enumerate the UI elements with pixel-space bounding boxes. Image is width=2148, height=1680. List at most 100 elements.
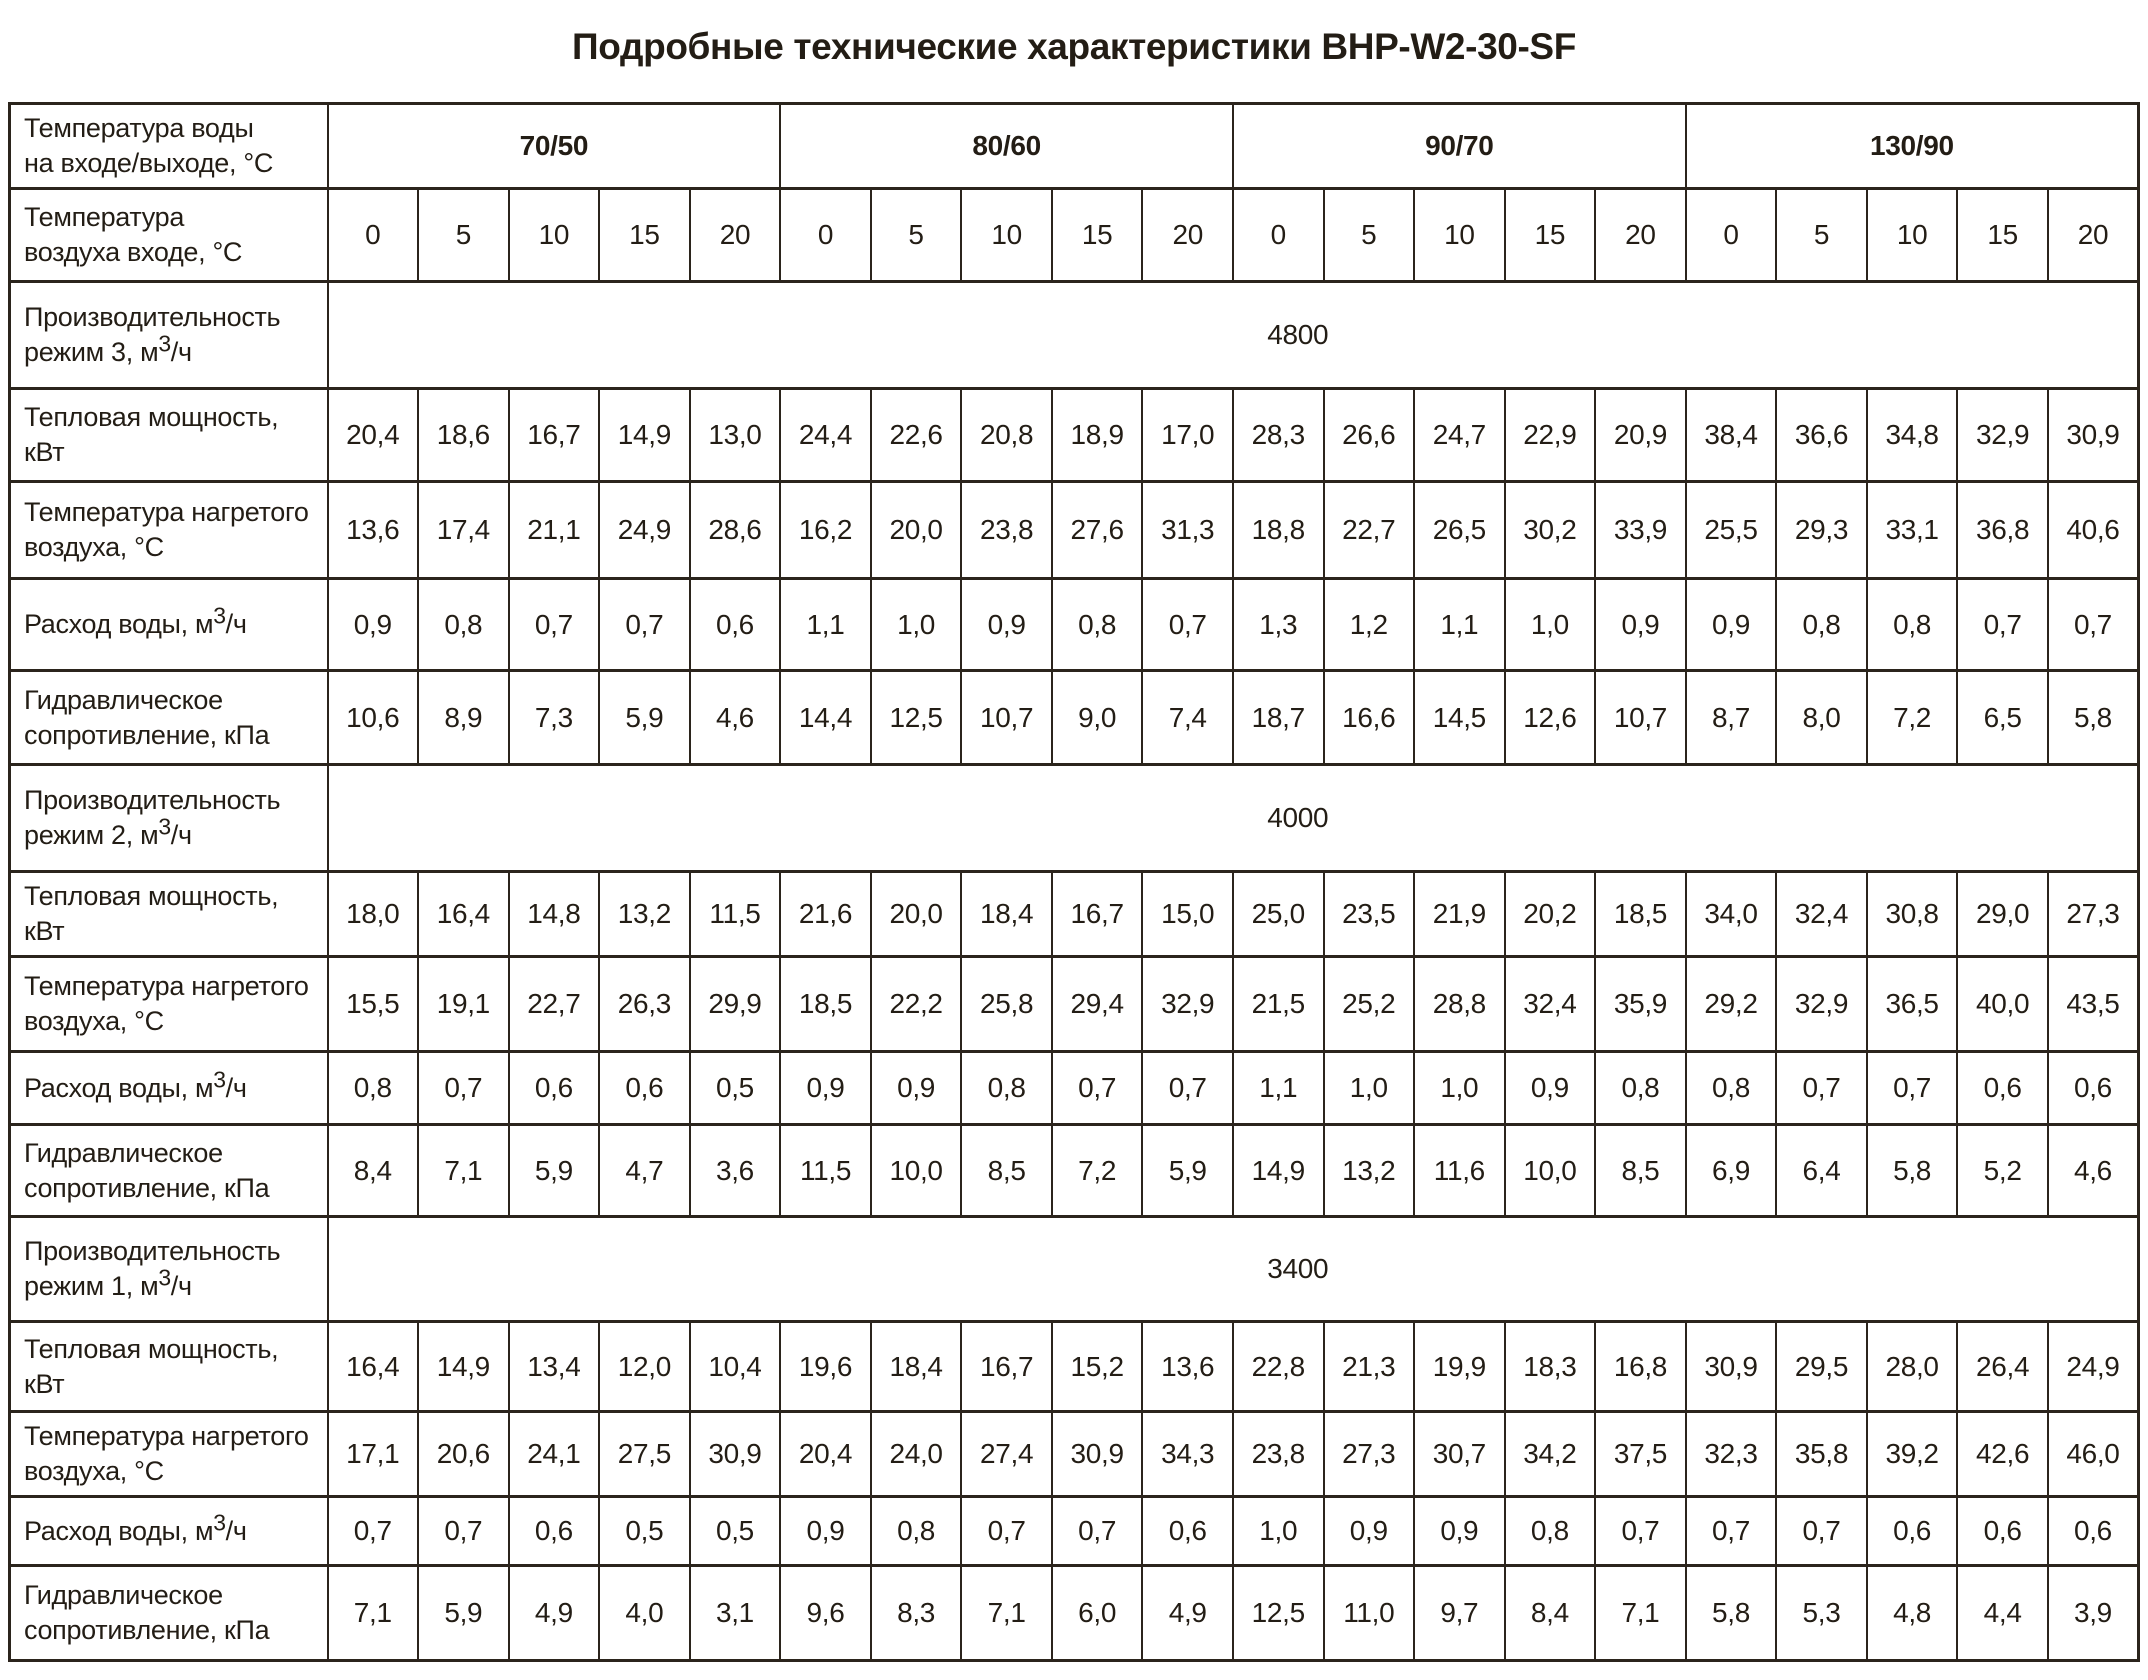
value-cell-heat-power: 30,8 [1865, 870, 1959, 958]
air-temp-header: 5 [1775, 187, 1868, 283]
value-cell-hydraulic: 3,1 [688, 1564, 782, 1662]
value-cell-heated-air: 40,0 [1956, 955, 2049, 1053]
value-cell-hydraulic: 6,9 [1684, 1123, 1778, 1218]
value-cell-water-flow: 0,6 [1956, 1495, 2049, 1567]
value-cell-heat-power: 16,8 [1594, 1320, 1687, 1413]
row-heat-power: Тепловая мощность, кВт 20,4 18,6 16,7 14,9 13… [8, 387, 2140, 483]
value-cell-water-flow: 0,6 [1141, 1495, 1234, 1567]
value-cell-heat-power: 21,9 [1413, 870, 1506, 958]
air-temp-header: 5 [417, 187, 510, 283]
value-cell-hydraulic: 3,6 [688, 1123, 782, 1218]
value-cell-heat-power: 20,2 [1503, 870, 1597, 958]
value-cell-heated-air: 30,7 [1413, 1410, 1506, 1498]
value-cell-water-flow: 1,0 [1231, 1495, 1325, 1567]
value-cell-heated-air: 33,1 [1865, 480, 1959, 580]
label-text: Расход воды, м [24, 1515, 214, 1546]
value-cell-water-flow: 1,0 [1413, 1050, 1506, 1126]
row-heated-air-temp: Температура нагретого воздуха, °С 17,1 20,6… [8, 1410, 2140, 1498]
superscript-3: 3 [158, 330, 171, 357]
value-cell-water-flow: 0,7 [1050, 1495, 1144, 1567]
label-text: на входе/выходе, °С [24, 148, 274, 178]
value-cell-heat-power: 34,0 [1684, 870, 1778, 958]
value-cell-heated-air: 39,2 [1865, 1410, 1959, 1498]
value-cell-water-flow: 0,9 [1322, 1495, 1416, 1567]
value-cell-hydraulic: 12,6 [1503, 669, 1597, 766]
value-cell-hydraulic: 4,4 [1956, 1564, 2049, 1662]
value-cell-heated-air: 24,9 [598, 480, 691, 580]
value-cell-hydraulic: 7,1 [417, 1123, 510, 1218]
label-text: Температура воды [24, 113, 254, 143]
air-temp-header: 20 [1141, 187, 1234, 283]
row-hydraulic-resistance: Гидравлическое сопротивление, кПа 10,6 8,9 7… [8, 669, 2140, 766]
value-cell-heat-power: 16,7 [1050, 870, 1144, 958]
row-label-capacity-mode-3: Производительность режим 3, м3/ч [8, 280, 329, 390]
value-cell-water-flow: 0,7 [1594, 1495, 1687, 1567]
value-cell-hydraulic: 14,9 [1231, 1123, 1325, 1218]
value-cell-hydraulic: 7,1 [960, 1564, 1053, 1662]
label-text: воздуха, °С [24, 1456, 164, 1486]
value-cell-heated-air: 29,9 [688, 955, 782, 1053]
value-cell-hydraulic: 5,9 [507, 1123, 601, 1218]
value-cell-hydraulic: 7,2 [1050, 1123, 1144, 1218]
label-text: Гидравлическое [24, 1137, 223, 1168]
value-cell-hydraulic: 5,9 [598, 669, 691, 766]
value-cell-heat-power: 22,6 [869, 387, 963, 483]
value-cell-heated-air: 34,2 [1503, 1410, 1597, 1498]
value-cell-heat-power: 24,7 [1413, 387, 1506, 483]
value-cell-heat-power: 11,5 [688, 870, 782, 958]
row-water-flow: Расход воды, м3/ч 0,9 0,8 0,7 0,7 0,6 1,1 1,0 0,… [8, 577, 2140, 672]
value-cell-water-flow: 0,6 [1865, 1495, 1959, 1567]
value-cell-hydraulic: 4,9 [507, 1564, 601, 1662]
row-heated-air-temp: Температура нагретого воздуха, °С 15,5 19,1… [8, 955, 2140, 1053]
value-cell-hydraulic: 18,7 [1231, 669, 1325, 766]
value-cell-water-flow: 0,8 [326, 1050, 420, 1126]
value-cell-heated-air: 42,6 [1956, 1410, 2049, 1498]
value-cell-hydraulic: 14,4 [779, 669, 872, 766]
value-cell-hydraulic: 11,6 [1413, 1123, 1506, 1218]
value-cell-water-flow: 1,1 [1231, 1050, 1325, 1126]
water-temp-group-header: 70/50 [326, 102, 782, 190]
value-cell-hydraulic: 12,5 [1231, 1564, 1325, 1662]
value-cell-water-flow: 0,5 [688, 1495, 782, 1567]
capacity-value: 4000 [326, 763, 2140, 873]
value-cell-water-flow: 1,0 [869, 577, 963, 672]
value-cell-heated-air: 25,8 [960, 955, 1053, 1053]
air-temp-header: 10 [1865, 187, 1959, 283]
value-cell-hydraulic: 5,9 [1141, 1123, 1234, 1218]
value-cell-water-flow: 0,5 [688, 1050, 782, 1126]
value-cell-hydraulic: 14,5 [1413, 669, 1506, 766]
value-cell-hydraulic: 11,0 [1322, 1564, 1416, 1662]
value-cell-water-flow: 0,7 [417, 1050, 510, 1126]
value-cell-heated-air: 29,4 [1050, 955, 1144, 1053]
air-temp-header: 0 [326, 187, 420, 283]
label-text: /ч [170, 1271, 192, 1301]
value-cell-hydraulic: 8,5 [1594, 1123, 1687, 1218]
value-cell-heated-air: 20,6 [417, 1410, 510, 1498]
label-text: /ч [170, 820, 192, 850]
value-cell-water-flow: 0,7 [1684, 1495, 1778, 1567]
value-cell-water-flow: 0,8 [417, 577, 510, 672]
value-cell-water-flow: 0,8 [960, 1050, 1053, 1126]
air-temp-header: 10 [960, 187, 1053, 283]
value-cell-water-flow: 0,7 [2046, 577, 2140, 672]
value-cell-hydraulic: 9,6 [779, 1564, 872, 1662]
value-cell-hydraulic: 8,7 [1684, 669, 1778, 766]
value-cell-heated-air: 35,9 [1594, 955, 1687, 1053]
value-cell-heated-air: 20,4 [779, 1410, 872, 1498]
value-cell-hydraulic: 4,7 [598, 1123, 691, 1218]
label-text: режим 3, м [24, 337, 159, 367]
value-cell-heat-power: 18,3 [1503, 1320, 1597, 1413]
value-cell-water-flow: 0,7 [1050, 1050, 1144, 1126]
row-water-temp-header: Температура воды на входе/выходе, °С 70/50… [8, 102, 2140, 190]
label-text: Производительность [24, 302, 281, 332]
value-cell-heated-air: 43,5 [2046, 955, 2140, 1053]
value-cell-hydraulic: 7,1 [1594, 1564, 1687, 1662]
value-cell-heated-air: 37,5 [1594, 1410, 1687, 1498]
superscript-3: 3 [213, 602, 226, 629]
label-text: /ч [225, 1072, 247, 1103]
row-label-water-flow: Расход воды, м3/ч [8, 1495, 329, 1567]
value-cell-heated-air: 46,0 [2046, 1410, 2140, 1498]
value-cell-water-flow: 1,0 [1322, 1050, 1416, 1126]
value-cell-heat-power: 23,5 [1322, 870, 1416, 958]
row-heated-air-temp: Температура нагретого воздуха, °С 13,6 17,4… [8, 480, 2140, 580]
